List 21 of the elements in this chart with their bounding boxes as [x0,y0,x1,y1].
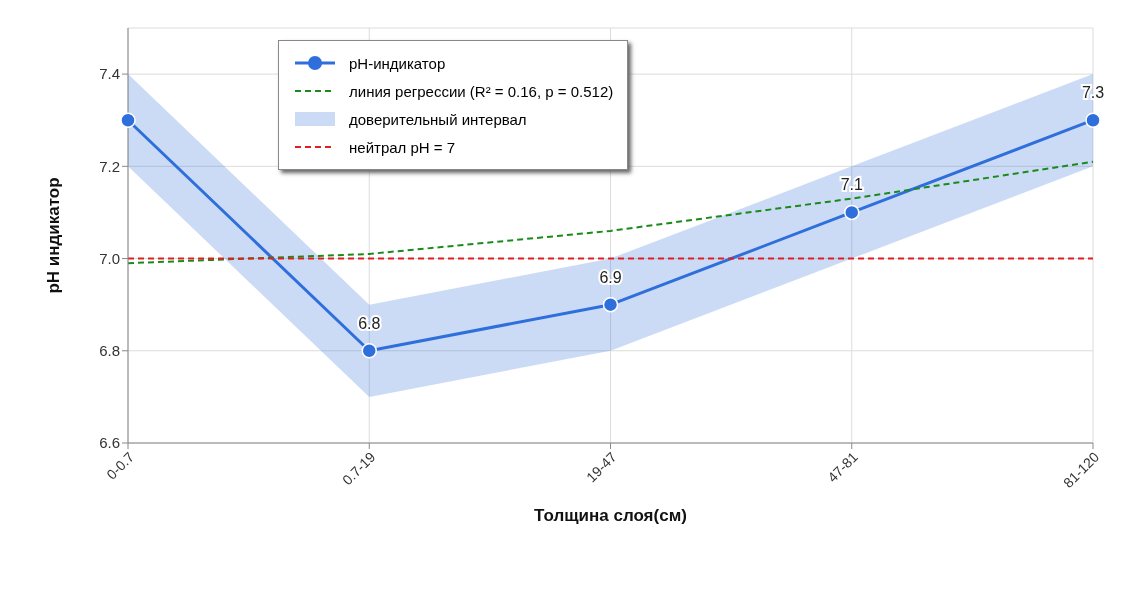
legend-label: линия регрессии (R² = 0.16, p = 0.512) [349,82,614,100]
point [120,112,136,128]
y-tick-label: 6.6 [99,434,120,452]
y-axis-title: pH индикатор [44,177,64,294]
point [361,343,377,359]
data-label: 7.3 [1081,84,1105,102]
y-tick-label: 7.4 [99,65,120,83]
point [1085,112,1101,128]
data-label: 6.8 [358,314,381,332]
y-tick-label: 6.8 [99,342,120,360]
y-tick-label: 7.2 [99,157,120,175]
x-axis-title: Толщина слоя(см) [534,506,687,525]
annotation: доверительный интервал [349,110,527,128]
legend-label: pH-индикатор [349,54,446,72]
line-series [127,160,1094,265]
point [844,204,860,221]
y-tick-label: 7.0 [99,249,120,267]
data-label: 7.1 [840,176,863,194]
point [602,296,619,313]
legend-label: нейтрал pH = 7 [349,138,456,156]
data-label: 6.9 [599,268,622,286]
